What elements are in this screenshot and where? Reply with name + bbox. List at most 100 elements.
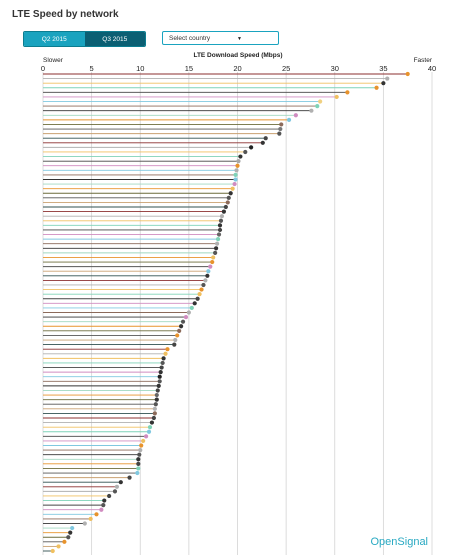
network-point[interactable] — [160, 360, 165, 366]
network-point[interactable] — [135, 470, 140, 476]
network-point[interactable] — [315, 104, 320, 109]
network-point[interactable] — [278, 126, 283, 132]
network-point[interactable] — [334, 94, 339, 100]
network-point[interactable] — [180, 319, 186, 324]
network-point[interactable] — [381, 81, 386, 86]
network-point[interactable] — [161, 356, 166, 361]
network-point[interactable] — [159, 365, 164, 370]
network-point[interactable] — [223, 204, 228, 210]
network-point[interactable] — [68, 530, 73, 535]
network-point[interactable] — [56, 544, 61, 549]
network-point[interactable] — [151, 415, 156, 421]
network-point[interactable] — [155, 388, 160, 393]
network-point[interactable] — [154, 397, 159, 402]
network-point[interactable] — [218, 218, 224, 223]
network-point[interactable] — [50, 548, 55, 554]
network-point[interactable] — [249, 145, 254, 150]
network-point[interactable] — [192, 301, 197, 306]
network-point[interactable] — [82, 521, 87, 526]
network-point[interactable] — [345, 90, 350, 95]
network-point[interactable] — [374, 85, 379, 90]
network-point[interactable] — [156, 383, 161, 388]
network-point[interactable] — [230, 186, 235, 191]
network-point[interactable] — [201, 282, 206, 288]
network-point[interactable] — [175, 333, 180, 338]
network-point[interactable] — [146, 429, 152, 434]
network-point[interactable] — [385, 76, 390, 81]
network-point[interactable] — [211, 255, 216, 260]
network-point[interactable] — [279, 122, 284, 127]
network-point[interactable] — [228, 191, 233, 196]
network-point[interactable] — [203, 278, 208, 283]
network-point[interactable] — [112, 489, 118, 494]
network-point[interactable] — [318, 99, 323, 104]
network-point[interactable] — [143, 434, 149, 439]
network-point[interactable] — [213, 250, 218, 255]
network-point[interactable] — [214, 241, 220, 246]
network-point[interactable] — [137, 452, 142, 457]
network-point[interactable] — [263, 136, 268, 141]
network-point[interactable] — [183, 314, 189, 320]
network-point[interactable] — [102, 498, 107, 503]
network-point[interactable] — [136, 457, 141, 462]
network-point[interactable] — [127, 475, 132, 480]
network-point[interactable] — [286, 117, 292, 122]
network-point[interactable] — [178, 324, 184, 329]
network-point[interactable] — [225, 200, 230, 205]
network-point[interactable] — [238, 154, 243, 159]
network-point[interactable] — [165, 347, 170, 352]
network-point[interactable] — [154, 392, 159, 398]
network-point[interactable] — [173, 337, 178, 343]
network-point[interactable] — [235, 163, 240, 168]
network-point[interactable] — [107, 493, 112, 499]
network-point[interactable] — [205, 273, 210, 278]
network-point[interactable] — [293, 113, 298, 118]
network-point[interactable] — [138, 447, 143, 453]
network-point[interactable] — [206, 269, 211, 274]
network-point[interactable] — [152, 406, 157, 411]
network-point[interactable] — [62, 539, 67, 544]
network-point[interactable] — [309, 108, 314, 113]
network-point[interactable] — [139, 443, 144, 448]
network-point[interactable] — [210, 259, 215, 265]
network-point[interactable] — [141, 438, 146, 444]
network-point[interactable] — [234, 168, 239, 173]
network-point[interactable] — [70, 525, 75, 531]
network-point[interactable] — [217, 223, 223, 228]
network-point[interactable] — [147, 425, 153, 430]
network-point[interactable] — [199, 287, 204, 292]
network-point[interactable] — [219, 214, 225, 219]
network-point[interactable] — [94, 512, 99, 517]
tab-q3-2015[interactable]: Q3 2015 — [84, 32, 145, 46]
country-select[interactable]: Select country ▼ — [162, 31, 279, 45]
network-point[interactable] — [88, 516, 93, 521]
quarter-toggle[interactable]: Q2 2015 Q3 2015 — [23, 31, 146, 47]
network-point[interactable] — [152, 411, 157, 416]
network-point[interactable] — [232, 181, 237, 187]
network-point[interactable] — [172, 342, 177, 347]
network-point[interactable] — [157, 374, 162, 379]
network-point[interactable] — [66, 535, 71, 540]
network-point[interactable] — [136, 466, 141, 471]
network-point[interactable] — [101, 503, 106, 508]
network-point[interactable] — [233, 177, 238, 182]
network-point[interactable] — [157, 379, 162, 384]
network-point[interactable] — [214, 246, 219, 251]
network-point[interactable] — [243, 149, 248, 155]
network-point[interactable] — [405, 71, 410, 77]
network-point[interactable] — [99, 507, 104, 512]
network-point[interactable] — [186, 310, 191, 315]
network-point[interactable] — [136, 461, 141, 466]
network-point[interactable] — [216, 232, 222, 237]
network-point[interactable] — [236, 159, 241, 164]
network-point[interactable] — [277, 131, 282, 136]
network-point[interactable] — [177, 328, 182, 333]
network-point[interactable] — [215, 237, 221, 242]
network-point[interactable] — [163, 351, 168, 356]
network-point[interactable] — [118, 480, 123, 485]
network-point[interactable] — [197, 292, 202, 297]
network-point[interactable] — [149, 420, 155, 425]
network-point[interactable] — [189, 305, 194, 311]
network-point[interactable] — [208, 264, 213, 269]
network-point[interactable] — [153, 402, 158, 407]
